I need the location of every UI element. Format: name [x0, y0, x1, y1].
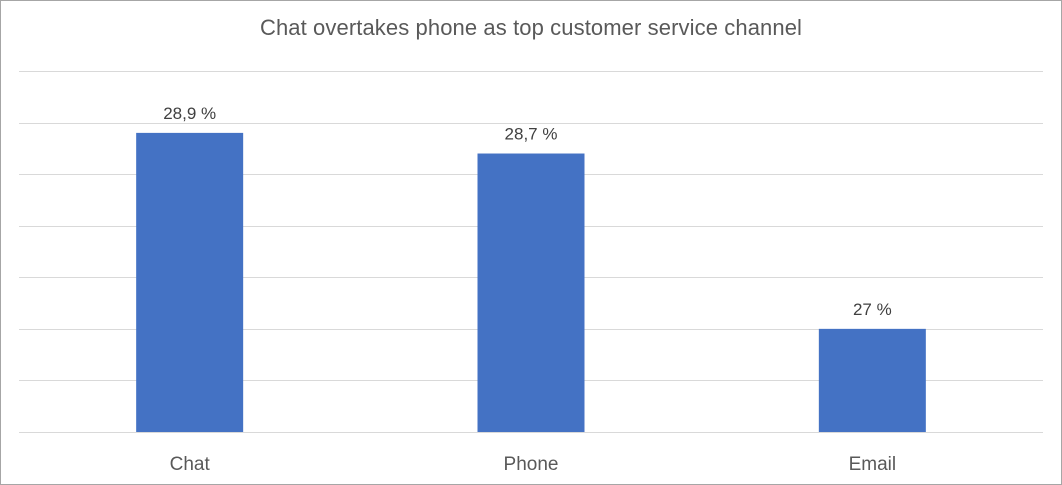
chart-title: Chat overtakes phone as top customer ser… — [259, 15, 803, 40]
category-label-chat: Chat — [170, 454, 211, 475]
data-labels: 28,9 % 28,7 % 27 % — [163, 104, 892, 319]
data-label-phone: 28,7 % — [505, 125, 558, 144]
category-labels: Chat Phone Email — [170, 454, 896, 475]
bar-phone — [477, 153, 585, 432]
category-label-phone: Phone — [504, 454, 559, 475]
data-label-email: 27 % — [853, 300, 892, 319]
bar-chat — [136, 132, 244, 432]
bar-email — [818, 328, 926, 432]
category-label-email: Email — [849, 454, 897, 475]
data-label-chat: 28,9 % — [163, 104, 216, 123]
bars — [136, 132, 926, 432]
